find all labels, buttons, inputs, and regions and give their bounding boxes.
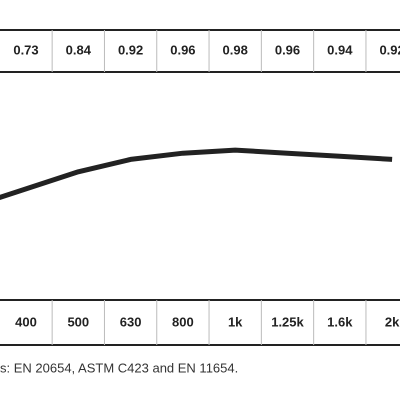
frequency-cell: 2k [385,314,400,329]
frequency-cell: 1.25k [271,314,304,329]
value-cell: 0.94 [327,42,353,57]
value-cell: 0.92 [379,42,400,57]
frequency-cell: 1.6k [327,314,353,329]
standards-note: s: EN 20654, ASTM C423 and EN 11654. [0,360,238,375]
absorption-line [0,147,393,200]
value-cell: 0.96 [275,42,300,57]
frequency-cell: 500 [67,314,89,329]
value-cell: 0.92 [118,42,143,57]
frequency-cell: 1k [228,314,243,329]
value-cell: 0.84 [66,42,92,57]
frequency-cell: 630 [120,314,142,329]
value-cell: 0.73 [13,42,38,57]
value-cell: 0.96 [170,42,195,57]
frequency-cell: 800 [172,314,194,329]
frequency-cell: 400 [15,314,37,329]
value-cell: 0.98 [223,42,248,57]
